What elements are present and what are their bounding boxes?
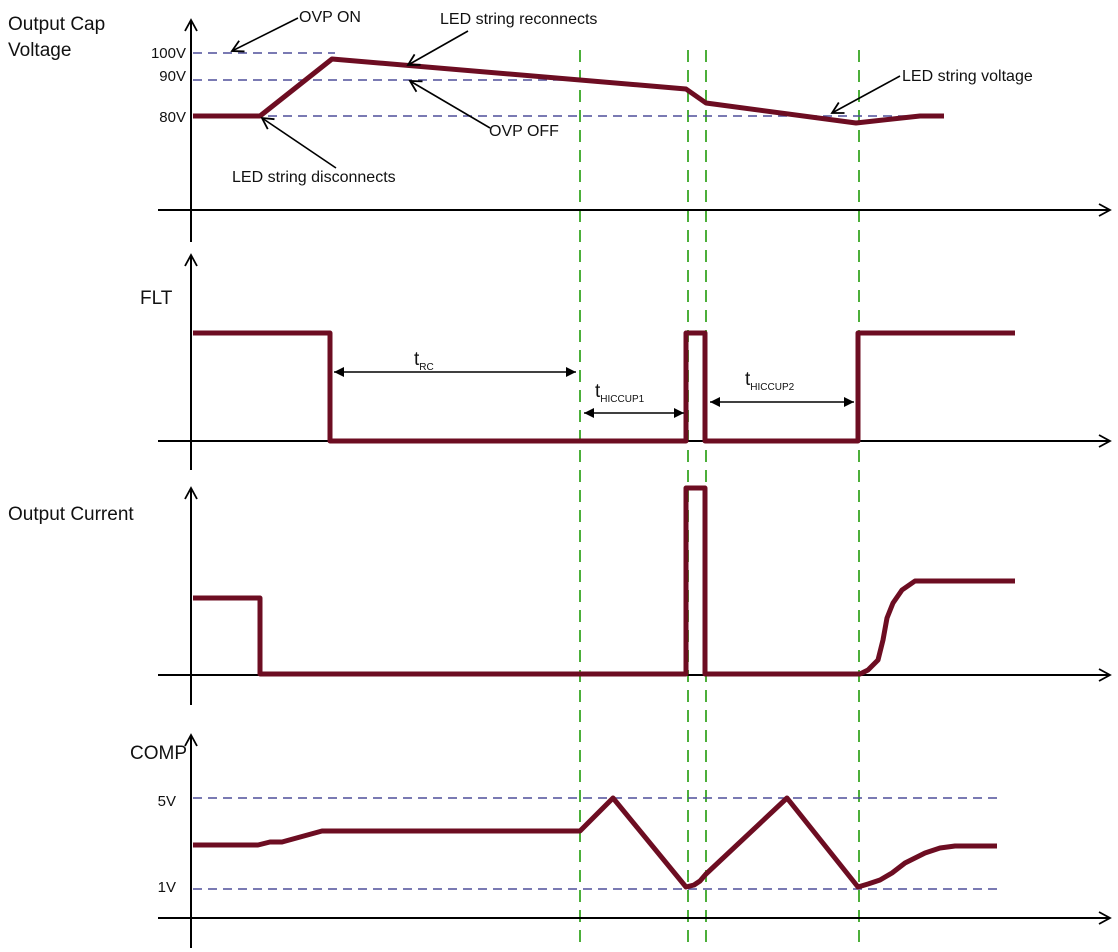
output-current-panel: Output Current bbox=[8, 485, 1112, 705]
cap-title-line1: Output Cap bbox=[8, 14, 105, 35]
output-current-trace bbox=[193, 485, 1015, 677]
level-100v-label: 100V bbox=[151, 45, 186, 62]
t-rc-label: tRC bbox=[414, 349, 434, 373]
level-90v-label: 90V bbox=[159, 68, 186, 85]
comp-title: COMP bbox=[130, 743, 187, 764]
level-1v-label: 1V bbox=[158, 879, 176, 896]
flt-title: FLT bbox=[140, 288, 173, 309]
cap-voltage-trace bbox=[193, 56, 944, 126]
current-title: Output Current bbox=[8, 504, 134, 525]
t-rc-symbol: t bbox=[414, 349, 420, 370]
led-voltage-label: LED string voltage bbox=[902, 68, 1033, 85]
comp-trace bbox=[193, 795, 997, 890]
t-hiccup1-symbol: t bbox=[595, 381, 601, 402]
ovp-on-pointer bbox=[230, 17, 299, 53]
comp-panel: COMP 5V 1V bbox=[130, 733, 1112, 948]
ovp-off-pointer bbox=[408, 80, 491, 129]
cap-voltage-panel: Output Cap Voltage 100V 90V 80V OVP ON L… bbox=[8, 9, 1112, 242]
t-hiccup1-subscript: HICCUP1 bbox=[600, 394, 644, 405]
t-hiccup1-label: tHICCUP1 bbox=[595, 381, 645, 405]
t-hiccup2-symbol: t bbox=[745, 369, 751, 390]
flt-trace bbox=[193, 330, 1015, 444]
ovp-on-label: OVP ON bbox=[299, 9, 361, 26]
led-reconnects-label: LED string reconnects bbox=[440, 11, 597, 28]
led-reconnects-pointer bbox=[406, 30, 469, 66]
led-disconnects-label: LED string disconnects bbox=[232, 169, 396, 186]
t-hiccup2-label: tHICCUP2 bbox=[745, 369, 795, 393]
ovp-off-label: OVP OFF bbox=[489, 123, 559, 140]
led-disconnects-pointer bbox=[260, 116, 337, 169]
t-rc-subscript: RC bbox=[419, 362, 433, 373]
level-80v-label: 80V bbox=[159, 109, 186, 126]
flt-panel: FLT tRC tHICCUP1 tHICCUP2 bbox=[140, 253, 1112, 470]
level-5v-label: 5V bbox=[158, 793, 176, 810]
t-hiccup2-subscript: HICCUP2 bbox=[750, 382, 794, 393]
led-voltage-pointer bbox=[830, 75, 901, 114]
cap-title-line2: Voltage bbox=[8, 40, 71, 61]
